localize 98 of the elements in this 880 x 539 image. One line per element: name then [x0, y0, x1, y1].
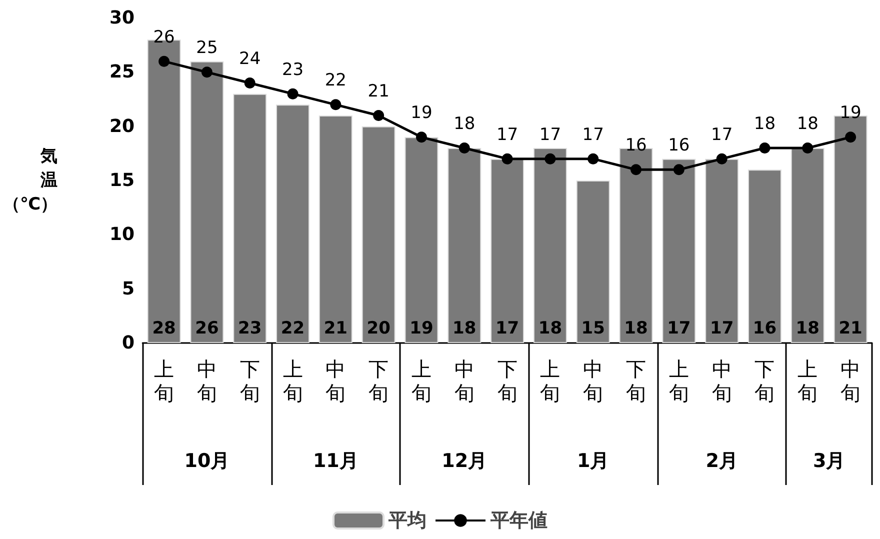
bar	[748, 170, 782, 343]
y-axis-title: 気温（℃）	[2, 146, 58, 214]
data-label: 17	[667, 318, 691, 338]
x-tick-label: 上旬	[282, 357, 303, 405]
data-label: 21	[368, 82, 390, 102]
y-tick-label: 5	[122, 278, 135, 300]
bar	[318, 116, 352, 343]
data-label: 17	[539, 124, 562, 145]
x-tick-label: 上旬	[798, 357, 818, 405]
point	[373, 110, 384, 121]
point	[845, 132, 856, 143]
x-tick-label: 中旬	[196, 357, 217, 405]
bar	[233, 94, 267, 343]
data-label: 18	[624, 318, 648, 338]
x-tick-label: 下旬	[754, 357, 775, 405]
data-label: 17	[582, 124, 604, 145]
text: 10月	[184, 450, 230, 472]
text: 12月	[442, 450, 488, 472]
point	[759, 142, 770, 154]
data-label: 18	[796, 318, 820, 338]
data-label: 19	[410, 103, 432, 124]
bar	[662, 158, 696, 343]
bar	[276, 104, 310, 343]
data-label: 16	[625, 136, 647, 156]
bar	[404, 137, 438, 343]
point	[330, 99, 342, 110]
point	[458, 142, 470, 154]
x-tick-label: 下旬	[240, 357, 260, 405]
point	[287, 88, 298, 100]
text: 3月	[812, 450, 846, 472]
data-label: 16	[668, 136, 690, 156]
point	[502, 153, 513, 164]
text: 2月	[706, 450, 738, 472]
point	[802, 142, 814, 154]
x-tick-label: 中旬	[454, 357, 474, 405]
data-label: 18	[538, 318, 562, 338]
bar	[190, 61, 224, 343]
data-label: 20	[366, 318, 391, 338]
point	[716, 153, 728, 164]
bar	[705, 158, 739, 343]
data-label: 26	[153, 27, 175, 48]
bar	[790, 148, 824, 343]
bar	[490, 158, 524, 343]
x-tick-label: 上旬	[154, 357, 174, 405]
text: 1月	[576, 450, 610, 472]
x-tick-label: 下旬	[626, 357, 646, 405]
bar	[533, 148, 567, 343]
x-tick-label: 中旬	[583, 357, 604, 405]
y-tick-label: 30	[110, 8, 135, 28]
data-label: 17	[711, 124, 733, 145]
x-tick-label: 上旬	[540, 357, 560, 405]
bar	[362, 126, 396, 343]
x-tick-label: 中旬	[712, 357, 732, 405]
data-label: 21	[838, 318, 862, 338]
data-label: 17	[496, 124, 518, 145]
y-tick-label: 0	[122, 332, 135, 354]
data-label: 26	[195, 318, 219, 338]
data-label: 23	[238, 318, 262, 338]
data-label: 19	[840, 103, 862, 124]
data-label: 18	[452, 318, 476, 338]
y-tick-label: 20	[110, 116, 135, 137]
data-label: 16	[752, 318, 777, 338]
data-label: 18	[754, 114, 776, 134]
x-tick-label: 上旬	[668, 357, 689, 405]
legend-label: 平均	[388, 510, 426, 532]
data-label: 18	[796, 114, 818, 134]
data-label: 15	[581, 318, 605, 338]
y-tick-label: 15	[110, 170, 135, 191]
data-label: 21	[324, 318, 348, 338]
point	[416, 132, 427, 143]
point	[673, 164, 684, 176]
y-tick-label: 25	[110, 62, 135, 83]
point	[201, 66, 212, 78]
text: 11月	[312, 450, 358, 472]
point	[588, 153, 599, 164]
x-tick-label: 上旬	[411, 357, 432, 405]
data-label: 18	[454, 114, 476, 134]
data-label: 25	[196, 38, 218, 58]
legend-label: 平年値	[490, 510, 548, 532]
data-label: 28	[152, 318, 176, 338]
x-tick-label: 下旬	[497, 357, 518, 405]
bar	[576, 180, 610, 343]
x-tick-label: 中旬	[840, 357, 861, 405]
bar	[448, 148, 482, 343]
point	[244, 78, 256, 88]
x-tick-label: 下旬	[368, 357, 389, 405]
point	[544, 153, 556, 164]
point	[158, 56, 170, 67]
data-label: 17	[495, 318, 520, 338]
y-tick-label: 10	[110, 224, 135, 246]
data-label: 22	[324, 70, 346, 91]
x-tick-label: 中旬	[326, 357, 346, 405]
data-label: 24	[239, 49, 261, 69]
data-label: 22	[280, 318, 305, 338]
data-label: 19	[410, 318, 434, 338]
data-label: 17	[710, 318, 734, 338]
point	[630, 164, 642, 176]
data-label: 23	[282, 60, 304, 80]
